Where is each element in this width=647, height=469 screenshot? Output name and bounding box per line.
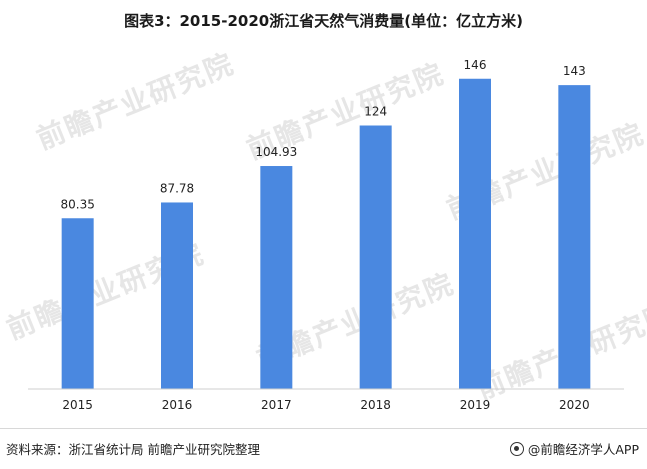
bar-2020 xyxy=(558,85,591,389)
value-label-2017: 104.93 xyxy=(255,145,297,159)
chart-title: 图表3：2015-2020浙江省天然气消费量(单位：亿立方米) xyxy=(124,12,523,30)
value-label-2020: 143 xyxy=(563,64,586,78)
bar-chart: 2015 2016 2017 2018 2019 2020 80.35 87.78 104.9… xyxy=(28,58,624,412)
bar-2015 xyxy=(61,218,94,389)
x-tick-2015: 2015 xyxy=(62,398,93,412)
value-labels: 80.35 87.78 104.93 124 146 143 xyxy=(60,58,585,212)
x-tick-2018: 2018 xyxy=(360,398,391,412)
value-label-2015: 80.35 xyxy=(60,197,94,211)
x-tick-2016: 2016 xyxy=(162,398,193,412)
brand: @前瞻经济学人APP xyxy=(509,439,639,458)
bar-2018 xyxy=(359,125,392,389)
x-tick-2017: 2017 xyxy=(261,398,292,412)
bar-2019 xyxy=(459,78,491,389)
value-label-2018: 124 xyxy=(364,105,387,119)
value-label-2019: 146 xyxy=(464,58,487,72)
footer: 资料来源：浙江省统计局 前瞻产业研究院整理 @前瞻经济学人APP xyxy=(0,428,647,469)
x-tick-2019: 2019 xyxy=(460,398,491,412)
source-note: 资料来源：浙江省统计局 前瞻产业研究院整理 xyxy=(6,442,260,457)
x-tick-labels: 2015 2016 2017 2018 2019 2020 xyxy=(62,398,589,412)
bar-2016 xyxy=(161,202,193,389)
bars-group xyxy=(61,78,591,389)
brand-logo-icon xyxy=(509,441,524,456)
value-label-2016: 87.78 xyxy=(160,181,194,195)
x-tick-2020: 2020 xyxy=(559,398,590,412)
bar-2017 xyxy=(260,166,293,389)
brand-label: @前瞻经济学人APP xyxy=(527,442,639,457)
